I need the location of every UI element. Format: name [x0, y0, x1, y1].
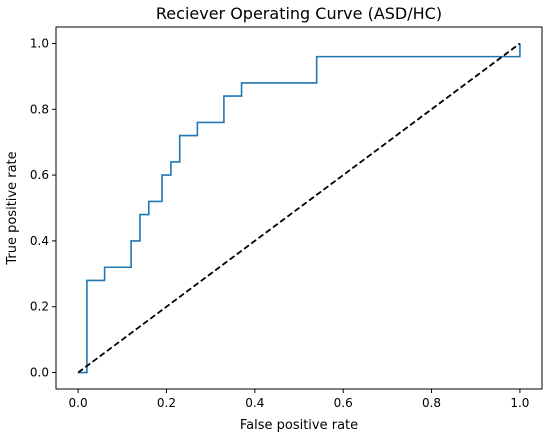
roc-curve-line	[78, 43, 521, 374]
chart-title: Reciever Operating Curve (ASD/HC)	[156, 4, 442, 23]
y-tick-label: 0.6	[30, 168, 49, 182]
x-tick-label: 0.6	[334, 396, 353, 410]
y-tick-label: 0.0	[30, 366, 49, 380]
x-tick-label: 0.4	[245, 396, 264, 410]
y-tick-label: 1.0	[30, 36, 49, 50]
chance-diagonal-line	[77, 42, 521, 374]
y-tick-label: 0.4	[30, 234, 49, 248]
y-axis: 0.0 0.2 0.4 0.6 0.8 1.0	[30, 36, 56, 380]
x-tick-label: 0.0	[69, 396, 88, 410]
y-tick-label: 0.8	[30, 102, 49, 116]
axes-frame	[55, 26, 543, 390]
x-axis-label: False positive rate	[240, 418, 358, 433]
x-tick-label: 1.0	[510, 396, 529, 410]
x-axis: 0.0 0.2 0.4 0.6 0.8 1.0	[69, 389, 529, 410]
x-tick-label: 0.2	[157, 396, 176, 410]
plot-area	[77, 42, 521, 374]
y-axis-label: True positive rate	[5, 151, 20, 265]
x-tick-label: 0.8	[422, 396, 441, 410]
y-tick-label: 0.2	[30, 300, 49, 314]
